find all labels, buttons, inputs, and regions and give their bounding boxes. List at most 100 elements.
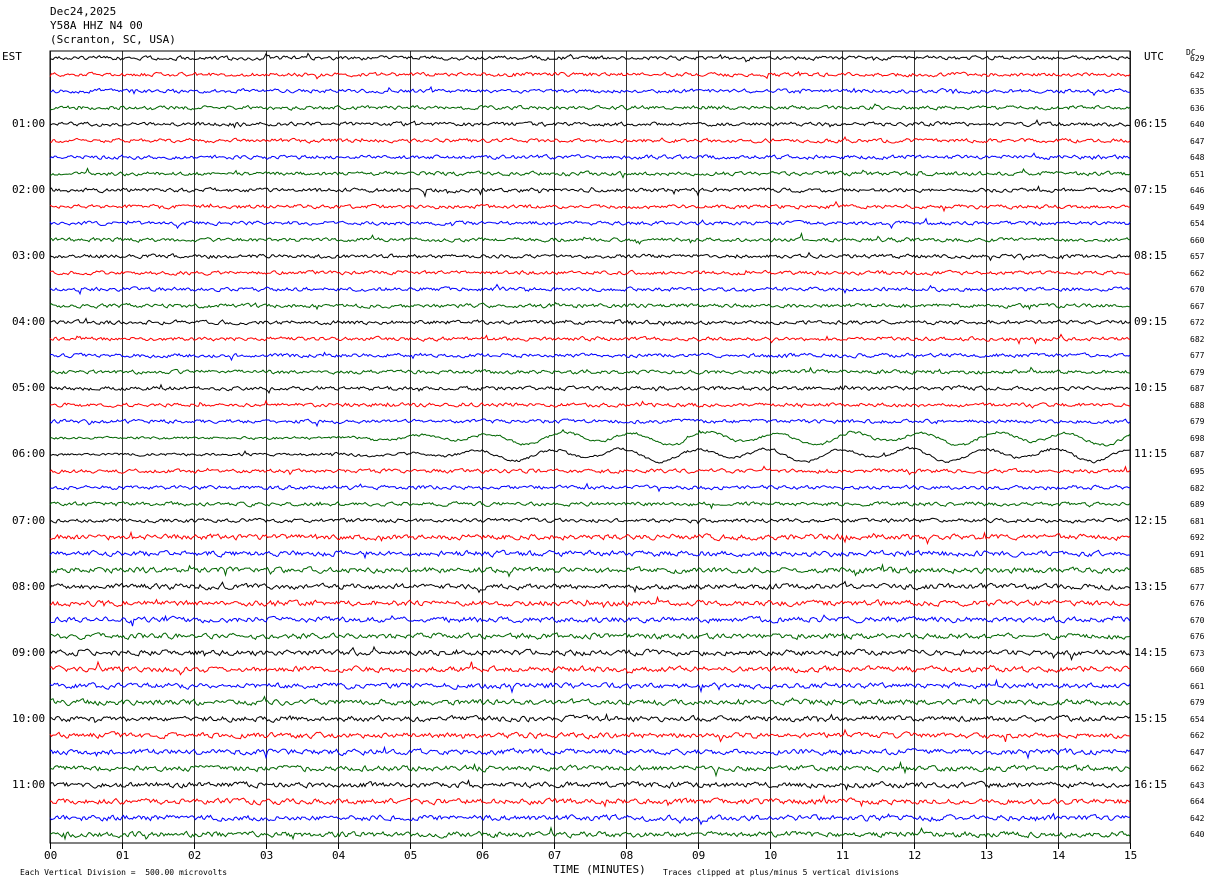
dc-offset-label: 670: [1190, 615, 1205, 625]
x-tick-label: 04: [332, 849, 346, 862]
x-tick-label: 07: [548, 849, 562, 862]
right-hour-label: 16:15: [1134, 777, 1168, 791]
trace-line: [49, 695, 1131, 707]
dc-offset-label: 649: [1190, 202, 1205, 212]
x-tick-label: 02: [188, 849, 202, 862]
trace-line: [49, 614, 1131, 627]
right-hour-label: 10:15: [1134, 381, 1168, 395]
dc-offset-label: 642: [1190, 70, 1205, 80]
location-label: (Scranton, SC, USA): [50, 33, 176, 46]
left-hour-label: 05:00: [12, 381, 46, 395]
dc-offset-label: 647: [1190, 747, 1205, 757]
trace-line: [49, 366, 1131, 375]
left-hour-label: 11:00: [12, 777, 46, 791]
x-tick-label: 00: [44, 849, 58, 862]
left-hour-label: 03:00: [12, 249, 46, 263]
trace-line: [49, 678, 1131, 694]
trace-line: [49, 152, 1131, 161]
trace-line: [49, 103, 1131, 111]
dc-offset-label: 642: [1190, 813, 1205, 823]
dc-offset-label: 685: [1190, 566, 1205, 576]
right-hour-label: 08:15: [1134, 249, 1168, 263]
trace-line: [49, 52, 1131, 63]
x-tick-label: 11: [836, 849, 850, 862]
trace-line: [49, 428, 1131, 447]
trace-line: [49, 482, 1131, 493]
trace-line: [49, 465, 1131, 476]
trace-line: [49, 712, 1131, 724]
dc-offset-label: 677: [1190, 351, 1205, 361]
left-hour-label: 07:00: [12, 513, 46, 527]
dc-offset-label: 677: [1190, 582, 1205, 592]
x-tick-label: 10: [764, 849, 778, 862]
right-hour-label: 15:15: [1134, 711, 1168, 725]
left-hour-label: 08:00: [12, 579, 46, 593]
trace-line: [49, 231, 1131, 245]
left-hour-label: 04:00: [12, 315, 46, 329]
trace-line: [49, 351, 1131, 362]
trace-line: [49, 580, 1131, 594]
dc-offset-label: 670: [1190, 285, 1205, 295]
dc-offset-label: 679: [1190, 367, 1205, 377]
clip-note: Traces clipped at plus/minus 5 vertical …: [663, 868, 900, 877]
x-tick-label: 09: [692, 849, 706, 862]
trace-line: [49, 632, 1131, 641]
dc-offset-label: 662: [1190, 764, 1205, 774]
dc-offset-label: 698: [1190, 433, 1205, 443]
left-hour-label: 01:00: [12, 117, 46, 131]
dc-offset-label: 648: [1190, 153, 1205, 163]
trace-line: [49, 333, 1131, 346]
dc-offset-label: 682: [1190, 483, 1205, 493]
x-tick-label: 15: [1124, 849, 1138, 862]
dc-offset-label: 640: [1190, 830, 1205, 840]
utc-zone-label: UTC: [1144, 50, 1164, 63]
dc-offset-label: 695: [1190, 467, 1205, 476]
dc-offset-label: 660: [1190, 235, 1205, 245]
right-hour-label: 11:15: [1134, 447, 1168, 461]
trace-line: [49, 660, 1131, 676]
right-hour-label: 13:15: [1134, 579, 1168, 593]
trace-line: [49, 500, 1131, 510]
left-hour-label: 02:00: [12, 183, 46, 197]
trace-line: [49, 85, 1131, 97]
trace-line: [49, 549, 1131, 560]
trace-line: [49, 645, 1131, 662]
dc-offset-label: 667: [1190, 301, 1205, 311]
trace-line: [49, 446, 1131, 464]
dc-offset-label: 672: [1190, 318, 1205, 328]
trace-line: [49, 728, 1131, 743]
dc-offset-label: 681: [1190, 516, 1205, 526]
trace-line: [49, 251, 1131, 262]
right-hour-label: 12:15: [1134, 513, 1168, 527]
dc-offset-label: 657: [1190, 252, 1205, 262]
dc-offset-label: 647: [1190, 136, 1205, 146]
dc-offset-label: 676: [1190, 632, 1205, 642]
trace-line: [49, 562, 1131, 578]
trace-line: [49, 517, 1131, 525]
left-hour-label: 09:00: [12, 645, 46, 659]
trace-line: [50, 399, 1131, 409]
dc-offset-label: 673: [1190, 648, 1205, 658]
left-hour-label: 06:00: [12, 447, 46, 461]
x-tick-label: 03: [260, 849, 274, 862]
dc-offset-label: 682: [1190, 334, 1205, 344]
dc-offset-label: 692: [1190, 533, 1205, 543]
date-label: Dec24,2025: [50, 5, 117, 18]
right-hour-label: 09:15: [1134, 315, 1168, 329]
plot-frame: [49, 50, 1131, 844]
x-tick-label: 12: [908, 849, 922, 862]
dc-offset-label: 679: [1190, 417, 1205, 427]
dc-offset-label: 662: [1190, 731, 1205, 741]
x-tick-label: 05: [404, 849, 418, 862]
right-hour-label: 06:15: [1134, 117, 1168, 131]
x-tick-label: 06: [476, 849, 490, 862]
trace-line: [49, 760, 1131, 778]
trace-line: [49, 200, 1131, 213]
trace-line: [49, 119, 1131, 129]
trace-line: [49, 794, 1131, 808]
est-zone-label: EST: [2, 50, 22, 63]
trace-line: [49, 185, 1131, 198]
x-tick-label: 14: [1052, 849, 1066, 862]
dc-offset-label: 661: [1190, 681, 1205, 691]
trace-line: [49, 595, 1131, 609]
